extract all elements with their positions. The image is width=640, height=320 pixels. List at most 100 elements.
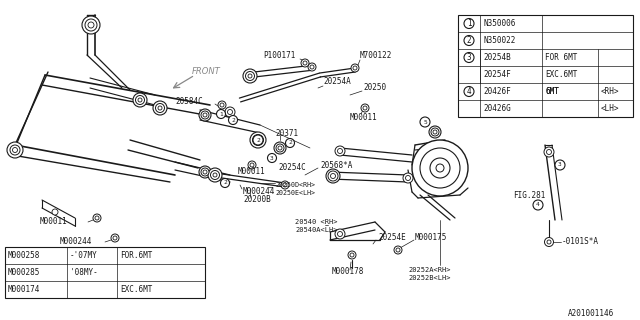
Text: 20371: 20371	[275, 129, 298, 138]
Circle shape	[85, 19, 97, 31]
Circle shape	[227, 109, 232, 115]
Bar	[458, 15, 633, 117]
Circle shape	[348, 251, 356, 259]
Circle shape	[113, 236, 117, 240]
Circle shape	[430, 158, 450, 178]
Circle shape	[533, 200, 543, 210]
Circle shape	[545, 237, 554, 246]
Circle shape	[268, 154, 276, 163]
Text: FOR.6MT: FOR.6MT	[120, 251, 152, 260]
Circle shape	[203, 113, 207, 117]
Circle shape	[218, 101, 226, 109]
Circle shape	[216, 109, 225, 118]
Circle shape	[281, 181, 289, 189]
Circle shape	[158, 106, 162, 110]
Circle shape	[394, 246, 402, 254]
Text: 1: 1	[467, 19, 471, 28]
Text: '08MY-: '08MY-	[70, 268, 98, 277]
Text: FIG.281: FIG.281	[513, 190, 545, 199]
Circle shape	[225, 107, 235, 117]
Text: 6MT: 6MT	[545, 87, 559, 96]
Text: 5: 5	[423, 119, 427, 124]
Circle shape	[246, 71, 255, 81]
Text: 20254C: 20254C	[278, 164, 306, 172]
Text: 20250D<RH>: 20250D<RH>	[275, 182, 315, 188]
Circle shape	[133, 93, 147, 107]
Circle shape	[82, 16, 100, 34]
Circle shape	[308, 63, 316, 71]
Text: M000174: M000174	[8, 285, 40, 294]
Text: 3: 3	[270, 156, 274, 161]
Circle shape	[396, 248, 400, 252]
Circle shape	[285, 139, 294, 148]
Circle shape	[464, 19, 474, 28]
Text: 3: 3	[467, 53, 471, 62]
Circle shape	[255, 138, 260, 142]
Circle shape	[547, 240, 551, 244]
Circle shape	[95, 216, 99, 220]
Circle shape	[429, 126, 441, 138]
Text: A201001146: A201001146	[568, 308, 614, 317]
Text: 20584C: 20584C	[175, 98, 203, 107]
Text: -0101S*A: -0101S*A	[562, 237, 599, 246]
Text: P100171: P100171	[263, 52, 296, 60]
Circle shape	[464, 36, 474, 45]
Circle shape	[10, 145, 20, 155]
Circle shape	[52, 209, 58, 215]
Text: 20254B: 20254B	[483, 53, 511, 62]
Circle shape	[248, 161, 256, 169]
Text: N350022: N350022	[483, 36, 515, 45]
Circle shape	[274, 142, 286, 154]
Bar	[5, 247, 205, 298]
Circle shape	[420, 148, 460, 188]
Text: 4: 4	[467, 87, 471, 96]
Circle shape	[156, 103, 164, 113]
Circle shape	[250, 132, 266, 148]
Circle shape	[153, 101, 167, 115]
Text: -'07MY: -'07MY	[70, 251, 98, 260]
Circle shape	[335, 229, 345, 239]
Circle shape	[464, 86, 474, 97]
Circle shape	[208, 168, 222, 182]
Circle shape	[328, 171, 338, 181]
Text: <RH>: <RH>	[601, 87, 620, 96]
Circle shape	[301, 59, 309, 67]
Text: FRONT: FRONT	[192, 68, 221, 76]
Circle shape	[431, 128, 439, 136]
Circle shape	[547, 149, 552, 155]
Text: 2: 2	[288, 140, 292, 146]
Circle shape	[201, 168, 209, 176]
Circle shape	[203, 170, 207, 174]
Circle shape	[211, 171, 220, 180]
Text: 20252B<LH>: 20252B<LH>	[408, 275, 451, 281]
Circle shape	[337, 231, 342, 236]
Circle shape	[406, 175, 410, 180]
Circle shape	[330, 173, 335, 179]
Circle shape	[351, 64, 359, 72]
Text: M000258: M000258	[8, 251, 40, 260]
Text: 20254E: 20254E	[378, 233, 406, 242]
Text: 20254F: 20254F	[483, 70, 511, 79]
Circle shape	[350, 253, 354, 257]
Text: 20254A: 20254A	[323, 77, 351, 86]
Text: 20426F: 20426F	[483, 87, 511, 96]
Text: 1: 1	[219, 111, 223, 116]
Circle shape	[220, 103, 224, 107]
Text: EXC.6MT: EXC.6MT	[545, 70, 577, 79]
Circle shape	[13, 148, 17, 153]
Text: 20200B: 20200B	[243, 196, 271, 204]
Circle shape	[403, 173, 413, 183]
Text: <LH>: <LH>	[601, 104, 620, 113]
Circle shape	[335, 146, 345, 156]
Text: 6MT: 6MT	[545, 87, 559, 96]
Circle shape	[199, 109, 211, 121]
Circle shape	[283, 183, 287, 187]
Text: 2: 2	[256, 138, 260, 142]
Circle shape	[228, 116, 237, 124]
Circle shape	[253, 134, 264, 146]
Circle shape	[555, 160, 565, 170]
Circle shape	[213, 173, 217, 177]
Circle shape	[303, 61, 307, 65]
Circle shape	[361, 104, 369, 112]
Circle shape	[243, 69, 257, 83]
